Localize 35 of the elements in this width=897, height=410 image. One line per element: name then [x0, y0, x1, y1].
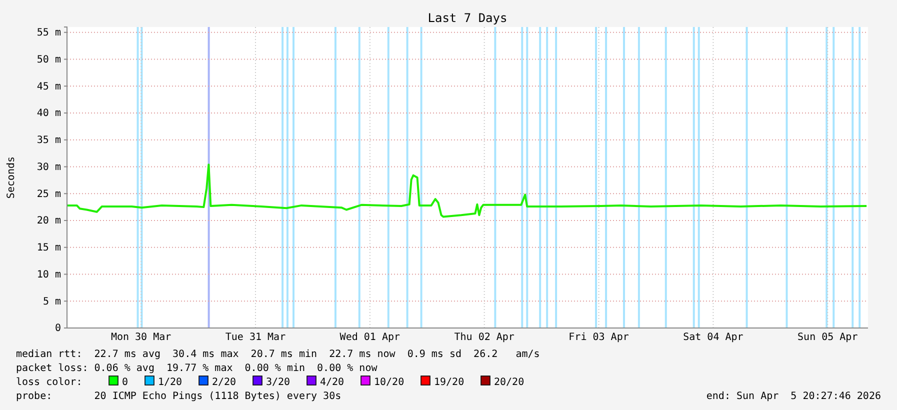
chart-title: Last 7 Days — [428, 11, 508, 25]
text: loss color: — [16, 377, 82, 388]
y-tick-label: 30 m — [36, 162, 61, 173]
x-tick-label: Sat 04 Apr — [683, 332, 744, 344]
text: median rtt: 22.7 ms avg 30.4 ms max 20.7 ms min 22.7 ms now 0.9 ms sd 26.2 am/s — [16, 349, 540, 360]
line-series — [66, 164, 868, 218]
y-tick-label: 5 m — [42, 296, 61, 308]
text: 4/20 — [320, 377, 344, 388]
text: probe: 20 ICMP Echo Pings (1118 Bytes) every 30s — [16, 391, 342, 402]
y-axis-title: Seconds — [6, 156, 17, 199]
text: 10/20 — [374, 377, 404, 388]
y-tick-label: 15 m — [36, 242, 61, 254]
y-tick-label: 10 m — [36, 269, 61, 280]
text: 3/20 — [266, 377, 290, 388]
text: packet loss: 0.06 % avg 19.77 % max 0.00 % min 0.00 % now — [16, 363, 378, 374]
text: 0 — [122, 377, 128, 388]
text: 2/20 — [212, 377, 236, 388]
y-tick-label: 25 m — [36, 188, 61, 200]
y-tick-label: 20 m — [36, 216, 61, 227]
y-tick-label: 40 m — [36, 108, 61, 120]
x-tick-label: Fri 03 Apr — [568, 332, 629, 344]
text: end: Sun Apr 5 20:27:46 2026 — [706, 391, 881, 402]
y-tick-label: 0 — [54, 323, 61, 334]
y-tick-label: 45 m — [36, 81, 61, 92]
text: 19/20 — [434, 377, 464, 388]
text: 1/20 — [158, 377, 182, 388]
y-tick-label: 55 m — [36, 28, 61, 39]
x-tick-label: Wed 01 Apr — [340, 332, 400, 344]
x-tick-label: Tue 31 Mar — [225, 332, 286, 344]
x-tick-label: Sun 05 Apr — [798, 332, 858, 344]
text: 20/20 — [494, 377, 524, 388]
y-tick-label: 35 m — [36, 135, 61, 146]
x-tick-label: Thu 02 Apr — [454, 332, 514, 344]
x-tick-label: Mon 30 Mar — [110, 332, 172, 344]
y-tick-label: 50 m — [36, 54, 61, 66]
